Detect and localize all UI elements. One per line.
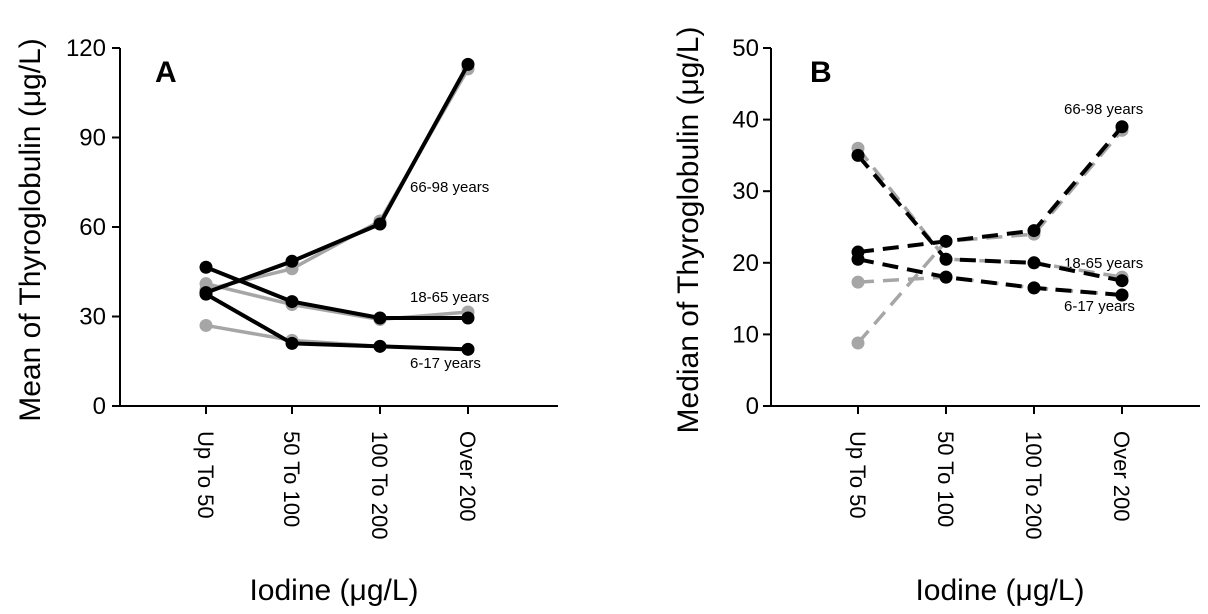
data-point-a-2 (461, 311, 475, 325)
data-point-b-0 (1027, 224, 1041, 238)
panel-letter-b: B (810, 56, 832, 89)
y-tick-label-a: 0 (93, 393, 106, 420)
data-point-b-0 (1115, 120, 1129, 134)
data-point-b-4 (851, 252, 865, 266)
data-point-b-4 (1115, 288, 1129, 302)
series-label-a-18-65: 18-65 years (410, 289, 489, 306)
data-point-a-4 (373, 339, 387, 353)
panel-b: B Median of Thyroglobulin (μg/L) Iodine … (672, 27, 1200, 607)
series-line-a-0 (205, 63, 470, 295)
y-tick-label-b: 40 (732, 107, 759, 134)
series-label-b-66-98: 66-98 years (1064, 101, 1143, 118)
data-point-a-0 (461, 57, 475, 71)
series-line-b-0 (857, 125, 1124, 255)
series-line-a-3 (205, 281, 469, 322)
x-tick-label-a: Over 200 (455, 431, 480, 522)
series-line-a-2 (205, 265, 468, 320)
data-point-b-4 (1027, 281, 1041, 295)
data-point-b-1 (851, 336, 865, 350)
panel-letter-a: A (155, 56, 177, 89)
y-axis-title-b: Median of Thyroglobulin (μg/L) (672, 27, 705, 434)
y-tick-label-a: 120 (66, 35, 106, 62)
data-point-b-2 (1115, 274, 1129, 288)
data-point-a-4 (461, 342, 475, 356)
x-tick-label-b: Over 200 (1109, 431, 1134, 522)
data-point-a-0 (373, 217, 387, 231)
y-tick-label-b: 50 (732, 35, 759, 62)
y-axis-title-a: Mean of Thyroglobulin (μg/L) (14, 38, 47, 422)
series-label-b-6-17: 6-17 years (1064, 298, 1135, 315)
y-tick-label-b: 0 (746, 393, 759, 420)
x-tick-label-a: 50 To 100 (279, 431, 304, 527)
y-tick-label-b: 10 (732, 321, 759, 348)
x-tick-label-b: Up To 50 (845, 431, 870, 519)
data-point-b-2 (939, 252, 953, 266)
data-point-a-5 (199, 318, 213, 332)
data-point-a-4 (285, 336, 299, 350)
y-tick-label-a: 90 (79, 125, 106, 152)
panel-a: A Mean of Thyroglobulin (μg/L) Iodine (μ… (14, 35, 558, 607)
data-point-a-2 (373, 311, 387, 325)
series-label-a-6-17: 6-17 years (410, 355, 481, 372)
series-line-b-2 (856, 154, 1123, 283)
x-tick-label-b: 50 To 100 (933, 431, 958, 527)
y-tick-label-a: 60 (79, 214, 106, 241)
y-tick-label-a: 30 (79, 304, 106, 331)
data-point-a-2 (285, 295, 299, 309)
data-point-b-4 (939, 270, 953, 284)
data-point-a-4 (199, 287, 213, 301)
x-axis-title-b: Iodine (μg/L) (915, 574, 1084, 607)
data-point-a-3 (199, 277, 213, 291)
x-axis-title-a: Iodine (μg/L) (249, 574, 418, 607)
x-tick-label-a: 100 To 200 (367, 431, 392, 539)
data-point-b-5 (851, 275, 865, 289)
y-tick-label-b: 20 (732, 250, 759, 277)
y-tick-label-b: 30 (732, 178, 759, 205)
series-line-a-4 (205, 292, 469, 352)
data-point-b-2 (851, 148, 865, 162)
data-point-b-2 (1027, 256, 1041, 270)
data-point-a-2 (199, 260, 213, 274)
series-label-b-18-65: 18-65 years (1064, 255, 1143, 272)
data-point-a-0 (285, 254, 299, 268)
x-tick-label-b: 100 To 200 (1021, 431, 1046, 539)
data-point-b-0 (939, 234, 953, 248)
x-tick-label-a: Up To 50 (193, 431, 218, 519)
series-line-b-4 (857, 257, 1123, 298)
series-label-a-66-98: 66-98 years (410, 179, 489, 196)
